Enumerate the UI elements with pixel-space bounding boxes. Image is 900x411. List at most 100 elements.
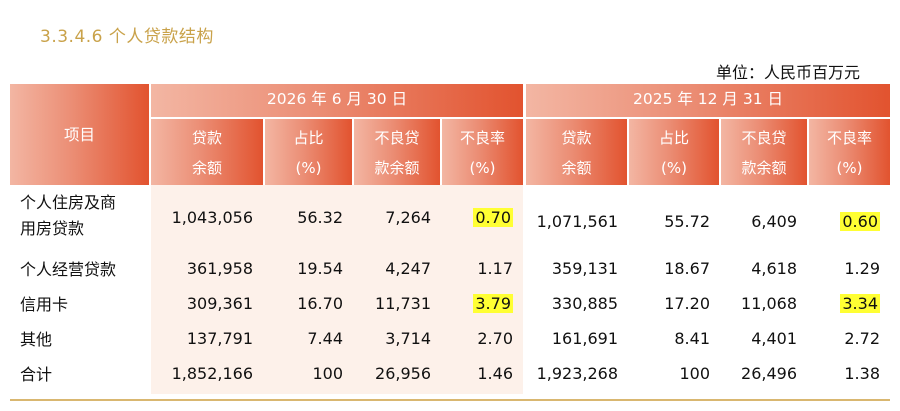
p2-cell: 100 bbox=[679, 362, 710, 386]
row-label: 合计 bbox=[20, 362, 52, 388]
p2-cell: 6,409 bbox=[751, 210, 797, 234]
table-bottom-rule bbox=[10, 399, 890, 401]
p2-value: 2.72 bbox=[844, 329, 880, 348]
p1-value: 1,043,056 bbox=[171, 208, 253, 227]
p2-value: 4,401 bbox=[751, 329, 797, 348]
p2-col-share: 占比 (%) bbox=[629, 119, 719, 185]
row-label: 个人经营贷款 bbox=[20, 257, 116, 283]
p1-cell: 2.70 bbox=[477, 327, 513, 351]
col-line1: 占比 bbox=[293, 129, 324, 147]
row-label-line1: 合计 bbox=[20, 365, 53, 384]
p1-value: 7.44 bbox=[307, 329, 343, 348]
p1-cell: 16.70 bbox=[297, 292, 343, 316]
p1-value: 361,958 bbox=[186, 259, 253, 278]
p2-value: 4,618 bbox=[751, 259, 797, 278]
col-line2: (%) bbox=[295, 159, 322, 177]
p1-value: 26,956 bbox=[375, 364, 431, 383]
p1-value: 4,247 bbox=[385, 259, 431, 278]
p2-col-loan-balance: 贷款 余额 bbox=[526, 119, 627, 185]
p1-cell: 11,731 bbox=[375, 292, 431, 316]
row-label-line1: 其他 bbox=[20, 330, 53, 349]
p2-value: 55.72 bbox=[664, 212, 710, 231]
col-line1: 占比 bbox=[658, 129, 689, 147]
row-label-line1: 信用卡 bbox=[20, 295, 69, 314]
p2-cell: 26,496 bbox=[741, 362, 797, 386]
p1-cell: 56.32 bbox=[297, 206, 343, 230]
p2-value: 1,923,268 bbox=[536, 364, 618, 383]
unit-label: 单位：人民币百万元 bbox=[715, 63, 860, 82]
p1-value: 16.70 bbox=[297, 294, 343, 313]
p2-cell: 11,068 bbox=[741, 292, 797, 316]
p2-value: 26,496 bbox=[741, 364, 797, 383]
row-label: 个人住房及商 用房贷款 bbox=[20, 190, 116, 242]
p2-value: 1.38 bbox=[844, 364, 880, 383]
p2-cell: 359,131 bbox=[552, 257, 618, 281]
p1-value: 2.70 bbox=[477, 329, 513, 348]
p2-cell: 0.60 bbox=[840, 210, 880, 234]
row-label: 信用卡 bbox=[20, 292, 68, 318]
col-line1: 不良贷 bbox=[374, 129, 420, 147]
p1-cell: 0.70 bbox=[473, 206, 513, 230]
p2-value: 11,068 bbox=[741, 294, 797, 313]
p1-value: 137,791 bbox=[186, 329, 253, 348]
p1-cell: 7,264 bbox=[385, 206, 431, 230]
p2-value: 8.41 bbox=[674, 329, 710, 348]
col-line2: 余额 bbox=[191, 159, 222, 177]
period-2-title: 2025 年 12 月 31 日 bbox=[632, 90, 784, 108]
p2-value: 100 bbox=[679, 364, 710, 383]
row-label-line1: 个人经营贷款 bbox=[20, 260, 117, 279]
col-line2: (%) bbox=[469, 159, 496, 177]
p2-value: 359,131 bbox=[551, 259, 618, 278]
p2-cell: 55.72 bbox=[664, 210, 710, 234]
p1-value: 7,264 bbox=[385, 208, 431, 227]
p2-cell: 1.38 bbox=[844, 362, 880, 386]
p1-value: 3,714 bbox=[385, 329, 431, 348]
p2-col-npl-ratio: 不良率 (%) bbox=[809, 119, 890, 185]
p2-cell: 2.72 bbox=[844, 327, 880, 351]
p1-value: 1.17 bbox=[477, 259, 513, 278]
p1-cell: 1,043,056 bbox=[172, 206, 253, 230]
header-item-label: 项目 bbox=[63, 126, 95, 144]
p1-cell: 7.44 bbox=[307, 327, 343, 351]
p1-cell: 4,247 bbox=[385, 257, 431, 281]
p2-cell: 1,923,268 bbox=[537, 362, 618, 386]
col-line2: 款余额 bbox=[374, 159, 420, 177]
col-line1: 不良率 bbox=[826, 129, 872, 147]
p2-value: 3.34 bbox=[840, 294, 880, 313]
col-line2: 余额 bbox=[561, 159, 592, 177]
p2-value: 161,691 bbox=[551, 329, 618, 348]
p2-cell: 1.29 bbox=[844, 257, 880, 281]
period-1-data-background bbox=[151, 185, 523, 394]
p1-cell: 1.46 bbox=[477, 362, 513, 386]
row-label-line2: 用房贷款 bbox=[20, 219, 85, 238]
col-line1: 贷款 bbox=[561, 129, 592, 147]
p1-col-loan-balance: 贷款 余额 bbox=[151, 119, 263, 185]
p1-value: 1,852,166 bbox=[171, 364, 253, 383]
p2-value: 6,409 bbox=[751, 212, 797, 231]
p2-value: 1.29 bbox=[844, 259, 880, 278]
p1-value: 0.70 bbox=[473, 208, 513, 227]
p2-value: 18.67 bbox=[664, 259, 710, 278]
row-label: 其他 bbox=[20, 327, 52, 353]
period-2-banner: 2025 年 12 月 31 日 bbox=[526, 84, 890, 117]
table-row: 信用卡 309,361 16.70 11,731 3.79 330,885 17.20 11,… bbox=[0, 292, 900, 330]
p1-cell: 3.79 bbox=[473, 292, 513, 316]
p2-value: 1,071,561 bbox=[536, 212, 618, 231]
p1-cell: 1,852,166 bbox=[172, 362, 253, 386]
section-title: 3.3.4.6 个人贷款结构 bbox=[40, 27, 214, 47]
p1-value: 3.79 bbox=[473, 294, 513, 313]
p2-cell: 4,401 bbox=[751, 327, 797, 351]
period-1-banner: 2025 年 12 月 31 日 2026 年 6 月 30 日 bbox=[151, 84, 523, 117]
p1-value: 309,361 bbox=[186, 294, 253, 313]
p2-cell: 18.67 bbox=[664, 257, 710, 281]
col-line1: 不良率 bbox=[459, 129, 505, 147]
table-row: 个人经营贷款 361,958 19.54 4,247 1.17 359,131 18.67 4… bbox=[0, 257, 900, 295]
p1-cell: 1.17 bbox=[477, 257, 513, 281]
p2-col-npl-balance: 不良贷 款余额 bbox=[721, 119, 807, 185]
table-row: 合计 1,852,166 100 26,956 1.46 1,923,268 100 26,4… bbox=[0, 362, 900, 400]
col-line2: (%) bbox=[661, 159, 687, 177]
header-item-cell: 项目 bbox=[10, 84, 149, 185]
p1-cell: 3,714 bbox=[385, 327, 431, 351]
p1-value: 11,731 bbox=[375, 294, 431, 313]
p2-cell: 17.20 bbox=[664, 292, 710, 316]
